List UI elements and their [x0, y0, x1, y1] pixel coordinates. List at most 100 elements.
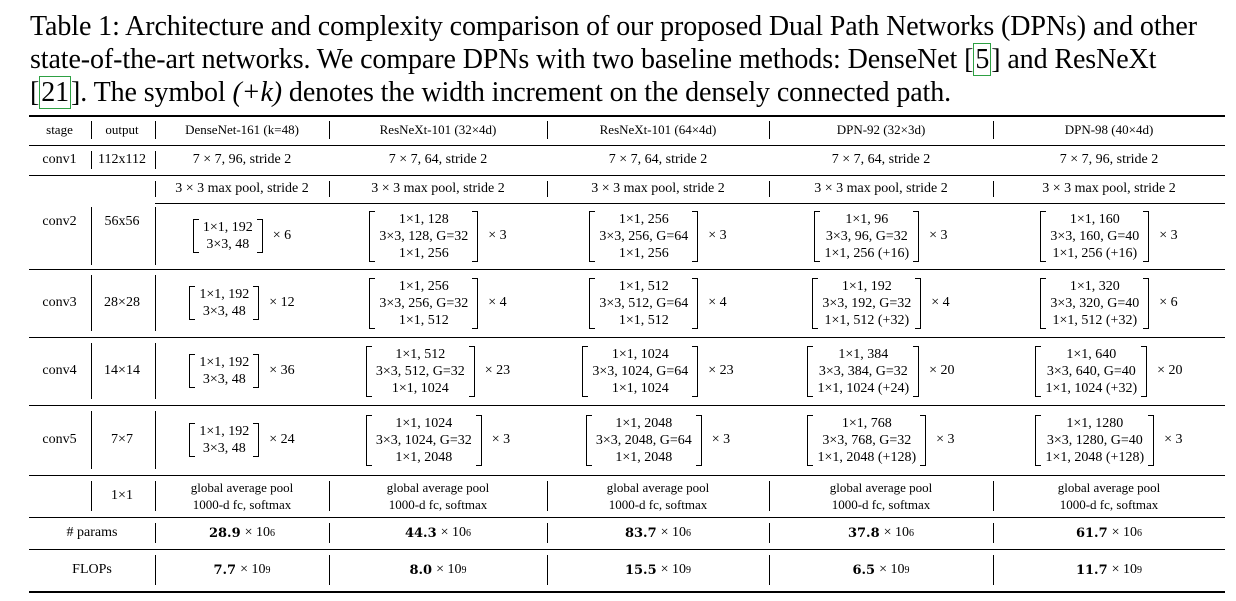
- params-value: 61.7 × 10 6: [993, 517, 1225, 549]
- block-spec: 1×1, 1280 3×3, 1280, G=40 1×1, 2048 (+128)…: [993, 405, 1225, 475]
- classifier-spec: global average pool 1000-d fc, softmax: [769, 475, 993, 517]
- stage-label: conv3: [42, 295, 77, 310]
- table-rule: [29, 115, 1225, 117]
- block-line: 3×3, 48: [206, 237, 250, 252]
- right-bracket: [692, 210, 699, 262]
- left-bracket: [582, 345, 589, 397]
- block-spec: 1×1, 96 3×3, 96, G=32 1×1, 256 (+16) × 3: [769, 203, 993, 269]
- block-spec: 1×1, 512 3×3, 512, G=32 1×1, 1024 × 23: [329, 337, 547, 405]
- block-line: 1×1, 192: [202, 220, 253, 235]
- table-rule: [155, 203, 1225, 204]
- right-bracket: [913, 210, 920, 262]
- table-rule: [29, 549, 1225, 550]
- block-line: 1×1, 2048 (+128): [817, 449, 917, 465]
- metric-mantissa: 37.8: [847, 525, 880, 541]
- block-line: 1×1, 192: [199, 355, 250, 370]
- citation-link-resnext[interactable]: 21: [39, 76, 72, 109]
- block-line: 3×3, 384, G=32: [818, 363, 908, 379]
- metric-exponent: 6: [686, 527, 692, 539]
- left-bracket: [369, 277, 376, 329]
- block-matrix: 1×1, 640 3×3, 640, G=40 1×1, 1024 (+32): [1035, 345, 1148, 397]
- layer-spec: 7 × 7, 96, stride 2: [192, 152, 292, 167]
- metric-mantissa: 15.5: [624, 562, 657, 578]
- block-line: 1×1, 384: [838, 346, 889, 362]
- citation-link-densenet[interactable]: 5: [973, 43, 992, 76]
- column-separator: [91, 275, 92, 331]
- block-matrix: 1×1, 192 3×3, 192, G=32 1×1, 512 (+32): [812, 277, 922, 329]
- metric-exponent: 6: [909, 527, 915, 539]
- block-line: 3×3, 320, G=40: [1050, 295, 1140, 311]
- classifier-line: 1000-d fc, softmax: [192, 497, 292, 512]
- flops-value: 11.7 × 10 9: [993, 549, 1225, 591]
- metric-exponent: 9: [265, 564, 271, 576]
- column-separator: [155, 481, 156, 511]
- output-size: 7×7: [111, 432, 133, 447]
- flops-value: 7.7 × 10 9: [155, 549, 329, 591]
- block-line: 3×3, 512, G=32: [375, 363, 465, 379]
- left-bracket: [589, 277, 596, 329]
- classifier-line: global average pool: [606, 480, 710, 495]
- block-line: 3×3, 96, G=32: [825, 228, 908, 244]
- block-multiplier: × 3: [491, 432, 511, 447]
- block-multiplier: × 23: [708, 363, 734, 378]
- block-spec: 1×1, 640 3×3, 640, G=40 1×1, 1024 (+32) × 2…: [993, 337, 1225, 405]
- pool-spec: 3 × 3 max pool, stride 2: [814, 181, 948, 196]
- pool-spec: 3 × 3 max pool, stride 2: [371, 181, 505, 196]
- pool-spec: 3 × 3 max pool, stride 2: [591, 181, 725, 196]
- right-bracket: [692, 345, 699, 397]
- block-line: 1×1, 512 (+32): [1052, 312, 1138, 328]
- column-separator: [993, 181, 994, 197]
- output-size: 28×28: [104, 295, 140, 310]
- block-line: 1×1, 192: [199, 424, 250, 439]
- column-separator: [769, 555, 770, 585]
- left-bracket: [807, 345, 814, 397]
- left-bracket: [585, 414, 592, 466]
- flops-value: 15.5 × 10 9: [547, 549, 769, 591]
- block-line: 1×1, 192: [199, 287, 250, 302]
- right-bracket: [913, 345, 920, 397]
- table-rule: [29, 145, 1225, 146]
- block-multiplier: × 6: [272, 228, 292, 243]
- block-line: 1×1, 1024: [611, 346, 669, 362]
- block-line: 3×3, 48: [202, 304, 246, 319]
- block-matrix: 1×1, 256 3×3, 256, G=64 1×1, 256: [589, 210, 699, 262]
- column-separator: [547, 121, 548, 139]
- pool-spec: 3 × 3 max pool, stride 2: [1042, 181, 1176, 196]
- block-multiplier: × 3: [488, 228, 507, 243]
- right-bracket: [472, 277, 479, 329]
- column-separator: [91, 121, 92, 139]
- column-separator: [329, 181, 330, 197]
- block-matrix: 1×1, 1024 3×3, 1024, G=32 1×1, 2048: [365, 414, 482, 466]
- block-line: 3×3, 512, G=64: [599, 295, 689, 311]
- column-separator: [329, 481, 330, 511]
- flops-value: 6.5 × 10 9: [769, 549, 993, 591]
- header-model: ResNeXt-101 (32×4d): [379, 122, 497, 137]
- right-bracket: [253, 354, 260, 388]
- params-value: 83.7 × 10 6: [547, 517, 769, 549]
- right-bracket: [1141, 345, 1148, 397]
- column-separator: [769, 181, 770, 197]
- block-line: 1×1, 2048: [615, 449, 673, 465]
- block-line: 1×1, 1024: [611, 380, 669, 396]
- classifier-line: global average pool: [1057, 480, 1161, 495]
- block-spec: 1×1, 384 3×3, 384, G=32 1×1, 1024 (+24) × 2…: [769, 337, 993, 405]
- block-matrix: 1×1, 160 3×3, 160, G=40 1×1, 256 (+16): [1040, 210, 1150, 262]
- block-multiplier: × 36: [269, 363, 295, 378]
- right-bracket: [920, 414, 927, 466]
- block-multiplier: × 20: [1157, 363, 1183, 378]
- params-value: 44.3 × 10 6: [329, 517, 547, 549]
- block-line: 1×1, 128: [398, 211, 449, 227]
- column-separator: [91, 481, 92, 511]
- block-line: 1×1, 512: [398, 312, 449, 328]
- left-bracket: [807, 414, 814, 466]
- metric-exponent: 9: [904, 564, 910, 576]
- block-spec: 1×1, 192 3×3, 48 × 24: [155, 405, 329, 475]
- left-bracket: [365, 414, 372, 466]
- block-line: 1×1, 256: [618, 245, 669, 261]
- block-multiplier: × 3: [936, 432, 955, 447]
- block-spec: 1×1, 192 3×3, 192, G=32 1×1, 512 (+32) × 4: [769, 269, 993, 337]
- left-bracket: [369, 210, 376, 262]
- flops-label: FLOPs: [72, 562, 112, 577]
- layer-spec: 7 × 7, 64, stride 2: [608, 152, 708, 167]
- metric-times: × 10: [1111, 525, 1138, 540]
